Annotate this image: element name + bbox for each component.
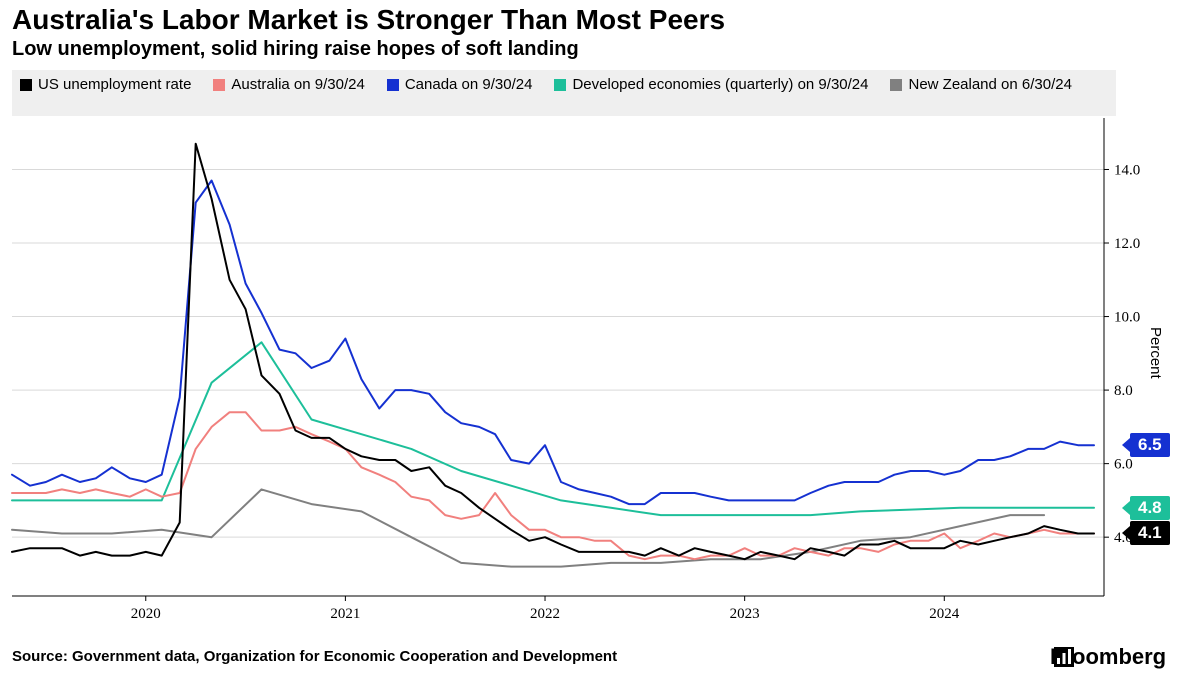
source-attribution: Source: Government data, Organization fo… <box>12 648 617 665</box>
value-callout: 6.5 <box>1130 433 1170 457</box>
x-tick-label: 2024 <box>929 606 960 622</box>
series-line-developed <box>12 342 1094 515</box>
y-tick-label: 10.0 <box>1114 310 1140 326</box>
y-tick-label: 6.0 <box>1114 457 1133 473</box>
value-callout: 4.8 <box>1130 496 1170 520</box>
x-tick-label: 2021 <box>330 606 360 622</box>
y-tick-label: 12.0 <box>1114 236 1140 252</box>
value-callout: 4.1 <box>1130 521 1170 545</box>
y-axis-label: Percent <box>1147 327 1164 379</box>
x-tick-label: 2023 <box>730 606 760 622</box>
y-tick-label: 8.0 <box>1114 383 1133 399</box>
series-line-canada <box>12 181 1094 505</box>
y-tick-label: 14.0 <box>1114 162 1140 178</box>
series-line-us <box>12 144 1094 560</box>
brand-logo: Bloomberg <box>1050 644 1166 670</box>
x-tick-label: 2022 <box>530 606 560 622</box>
x-tick-label: 2020 <box>131 606 161 622</box>
line-chart: 4.06.08.010.012.014.02020202120222023202… <box>0 0 1199 674</box>
